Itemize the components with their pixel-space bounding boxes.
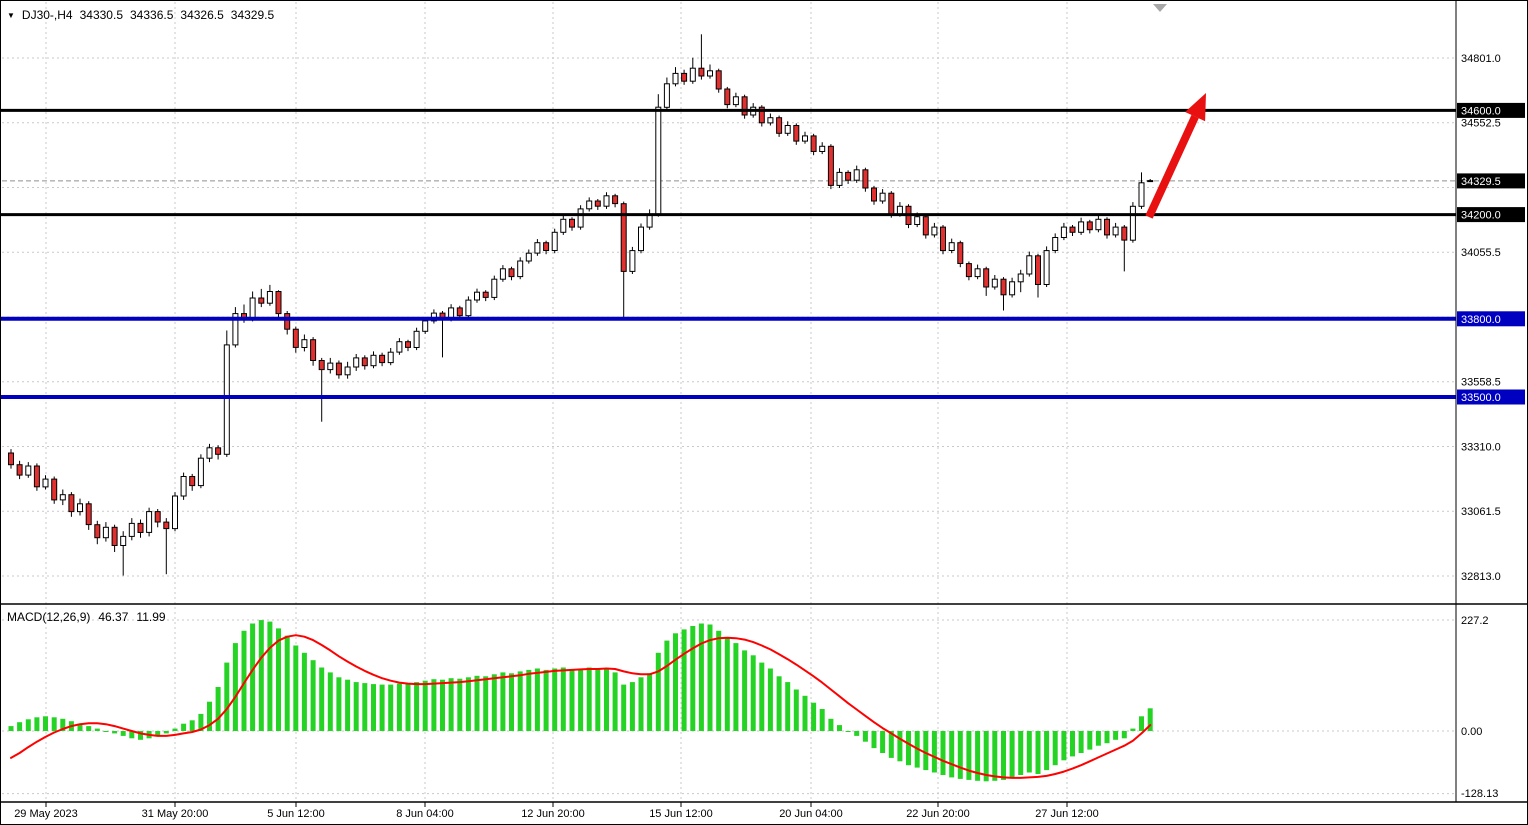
time-label: 20 Jun 04:00: [779, 808, 843, 820]
time-label: 8 Jun 04:00: [396, 808, 454, 820]
chart-shift-marker[interactable]: [1153, 4, 1167, 12]
price-label-boxed: 34200.0: [1461, 210, 1501, 222]
macd-axis-label: 227.2: [1461, 615, 1489, 627]
time-label: 22 Jun 20:00: [906, 808, 970, 820]
symbol-timeframe: DJ30-,H4: [21, 8, 73, 22]
time-label: 12 Jun 20:00: [521, 808, 585, 820]
macd-main-value: 46.37: [98, 610, 129, 624]
time-label: 27 Jun 12:00: [1035, 808, 1099, 820]
price-label: 34801.0: [1461, 53, 1501, 65]
price-label: 33061.5: [1461, 506, 1501, 518]
candles: [8, 34, 1154, 576]
price-label-boxed: 33500.0: [1461, 392, 1501, 404]
chart-ohlc-readout: ▼ DJ30-,H4 34330.5 34336.5 34326.5 34329.5: [7, 8, 281, 22]
time-label: 29 May 2023: [14, 808, 78, 820]
trend-arrow[interactable]: [1145, 93, 1206, 219]
time-label: 15 Jun 12:00: [649, 808, 713, 820]
price-axis[interactable]: 34801.0 34552.5 34055.5 33558.5 33310.0 33061…: [1457, 53, 1525, 800]
price-label: 33310.0: [1461, 442, 1501, 454]
ohlc-high: 34336.5: [130, 8, 174, 22]
time-label: 5 Jun 12:00: [267, 808, 325, 820]
macd-signal-value: 11.99: [136, 610, 166, 624]
ohlc-close: 34329.5: [230, 8, 275, 22]
price-label: 34552.5: [1461, 118, 1501, 130]
ohlc-low: 34326.5: [180, 8, 224, 22]
price-label-boxed: 34329.5: [1461, 176, 1501, 188]
pane-borders: [1, 1, 1528, 803]
symbol-dropdown-icon[interactable]: ▼: [7, 11, 15, 20]
macd-axis-label: -128.13: [1461, 788, 1498, 800]
macd-name: MACD(12,26,9): [7, 610, 91, 624]
macd-axis-label: 0.00: [1461, 726, 1482, 738]
macd-histogram: [8, 620, 1153, 782]
macd-indicator-label: MACD(12,26,9) 46.37 11.99: [7, 610, 174, 624]
price-label: 33558.5: [1461, 377, 1501, 389]
price-label: 34055.5: [1461, 247, 1501, 259]
price-label: 32813.0: [1461, 571, 1501, 583]
time-label: 31 May 20:00: [142, 808, 209, 820]
time-axis[interactable]: 29 May 2023 31 May 20:00 5 Jun 12:00 8 Jun …: [14, 802, 1099, 820]
price-label-boxed: 34600.0: [1461, 105, 1501, 117]
ohlc-open: 34330.5: [79, 8, 123, 22]
price-label-boxed: 33800.0: [1461, 314, 1501, 326]
macd-signal-line: [10, 634, 1152, 779]
